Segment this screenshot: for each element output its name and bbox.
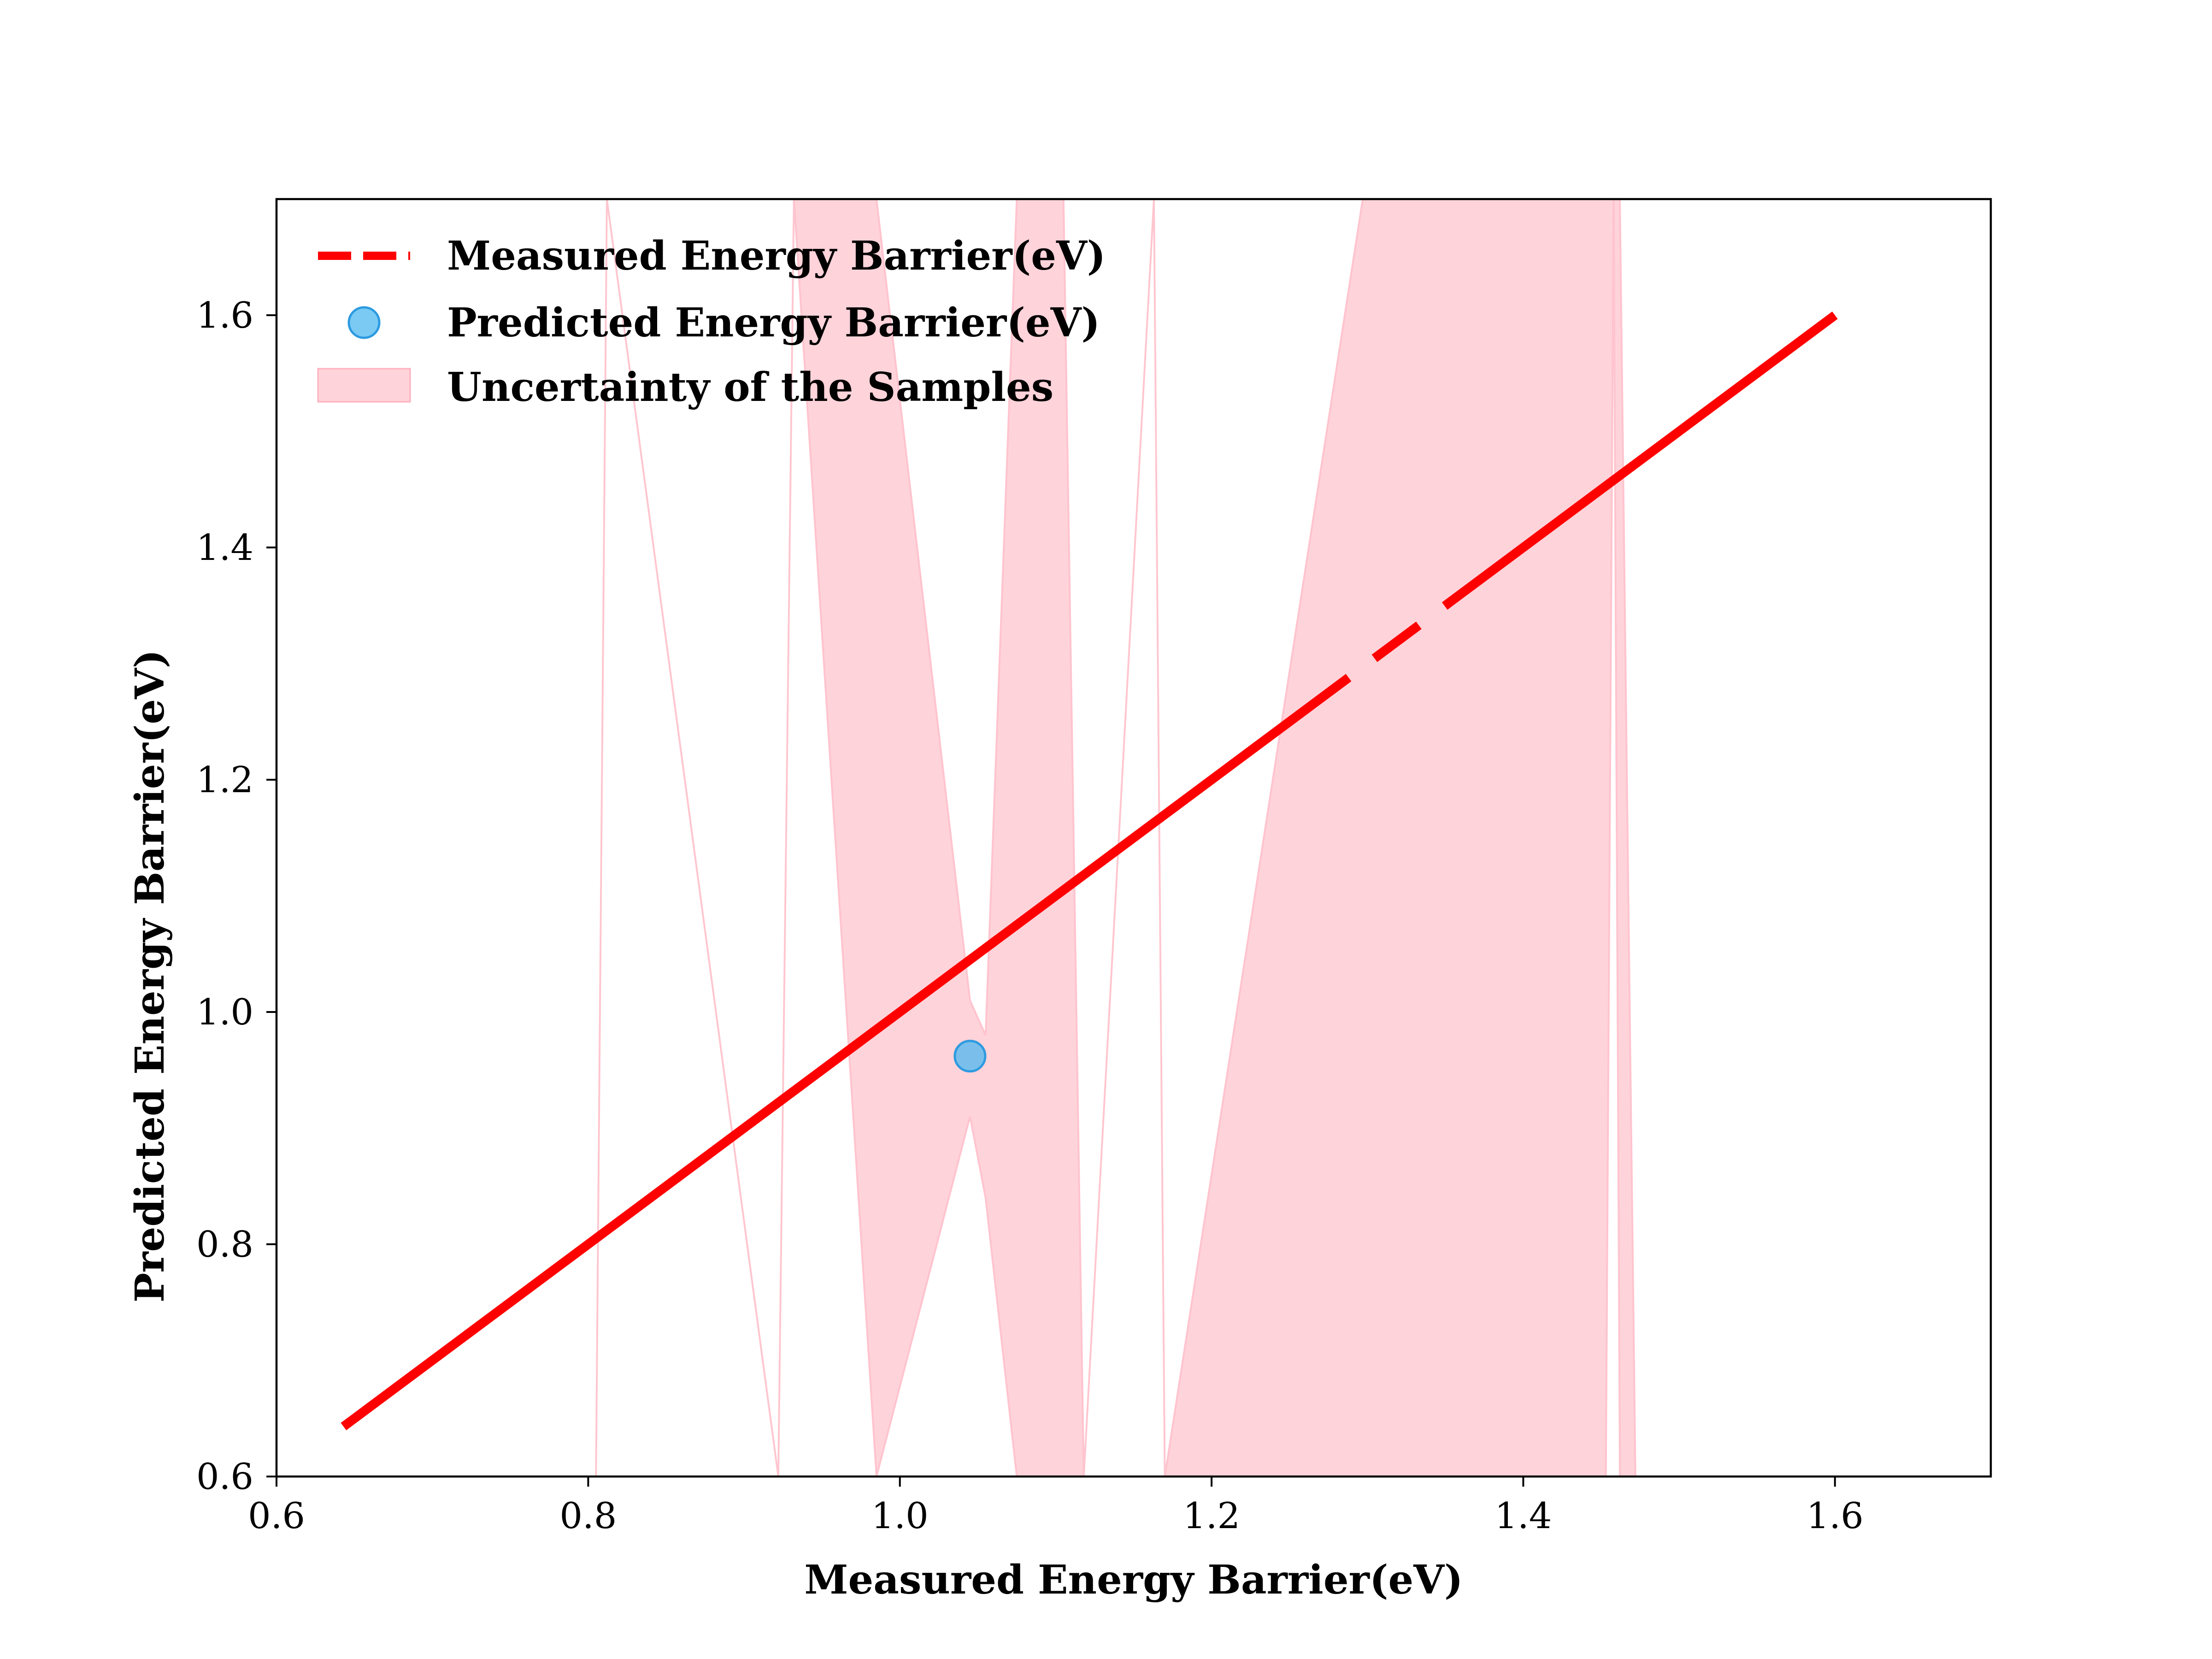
x-axis-ticks: 0.6 0.8 1.0 1.2 1.4 1.6 bbox=[248, 1477, 1864, 1537]
predicted-point bbox=[953, 1040, 987, 1073]
uncertainty-band-layer bbox=[595, 199, 1636, 1477]
legend-label-predicted: Predicted Energy Barrier(eV) bbox=[447, 300, 1100, 346]
x-tick-label: 1.0 bbox=[871, 1495, 929, 1537]
x-tick-label: 1.6 bbox=[1806, 1495, 1864, 1537]
x-axis-label: Measured Energy Barrier(eV) bbox=[804, 1557, 1463, 1603]
uncertainty-band bbox=[595, 199, 1636, 1477]
measured-line-layer bbox=[341, 311, 1838, 1430]
y-tick-label: 1.0 bbox=[196, 992, 253, 1033]
measured-energy-line bbox=[341, 311, 1838, 1430]
x-tick-label: 1.2 bbox=[1183, 1495, 1240, 1537]
predicted-point-layer bbox=[953, 1040, 987, 1073]
y-tick-label: 1.6 bbox=[196, 295, 253, 336]
plot-frame bbox=[275, 198, 1992, 1478]
y-tick-label: 1.4 bbox=[196, 527, 253, 569]
x-tick-label: 1.4 bbox=[1494, 1495, 1552, 1537]
x-tick-label: 0.8 bbox=[559, 1495, 617, 1537]
legend-label-uncertainty: Uncertainty of the Samples bbox=[447, 364, 1053, 411]
y-axis-ticks: 0.6 0.8 1.0 1.2 1.4 1.6 bbox=[196, 295, 276, 1498]
y-axis-label: Predicted Energy Barrier(eV) bbox=[127, 649, 173, 1302]
y-tick-label: 0.8 bbox=[196, 1224, 253, 1265]
y-tick-label: 1.2 bbox=[196, 759, 253, 801]
legend-patch-marker bbox=[317, 368, 411, 403]
legend-label-measured: Measured Energy Barrier(eV) bbox=[447, 233, 1106, 279]
legend-circle-marker bbox=[347, 306, 381, 339]
x-tick-label: 0.6 bbox=[248, 1495, 305, 1537]
y-tick-label: 0.6 bbox=[196, 1456, 253, 1498]
legend: Measured Energy Barrier(eV) Predicted En… bbox=[317, 233, 1106, 411]
